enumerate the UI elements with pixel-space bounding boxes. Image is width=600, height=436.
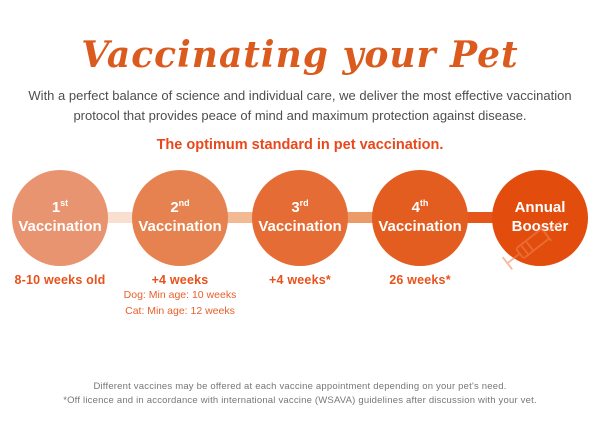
stage-ordinal: 3rd xyxy=(291,198,309,217)
intro-text: With a perfect balance of science and in… xyxy=(28,87,572,123)
timeline-labels: 8-10 weeks old +4 weeks Dog: Min age: 10… xyxy=(0,273,600,318)
stage-sub-label: Dog: Min age: 10 weeks xyxy=(123,288,237,301)
footnote-line-1: Different vaccines may be offered at eac… xyxy=(93,380,507,392)
footnotes: Different vaccines may be offered at eac… xyxy=(0,380,600,409)
stage-label-cell: +4 weeks Dog: Min age: 10 weeks Cat: Min… xyxy=(120,273,240,318)
timeline-connector-2 xyxy=(222,212,258,224)
timeline-connector-4 xyxy=(462,212,498,224)
stage-label-cell: 8-10 weeks old xyxy=(0,273,120,318)
stage-ordinal: 1st xyxy=(51,198,69,217)
syringe-icon xyxy=(502,220,562,270)
stage-circle-1st-vaccination: 1st Vaccination xyxy=(12,169,108,266)
stage-title: Vaccination xyxy=(138,217,222,235)
vaccination-timeline: 1st Vaccination 2nd Vaccination 3rd Vacc… xyxy=(0,169,600,270)
stage-age-label: +4 weeks xyxy=(151,272,209,287)
stage-circle-annual-booster: Annual Booster xyxy=(492,169,588,270)
stage-ordinal: 4th xyxy=(411,198,429,217)
vaccination-infographic: Vaccinating your Pet With a perfect bala… xyxy=(0,34,600,436)
stage-age-label: 8-10 weeks old xyxy=(14,272,106,287)
tagline-text: The optimum standard in pet vaccination. xyxy=(156,136,444,153)
footnote-line-2: *Off licence and in accordance with inte… xyxy=(63,394,537,406)
stage-circle-2nd-vaccination: 2nd Vaccination xyxy=(132,169,228,266)
stage-title-line1: Annual xyxy=(514,199,566,217)
timeline-connector-3 xyxy=(342,212,378,224)
stage-title: Vaccination xyxy=(18,217,102,235)
stage-age-label: 26 weeks* xyxy=(389,272,451,287)
timeline-connector-1 xyxy=(102,212,138,224)
stage-age-label: +4 weeks* xyxy=(269,272,331,287)
stage-title: Vaccination xyxy=(258,217,342,235)
stage-label-cell xyxy=(480,273,600,318)
stage-label-cell: 26 weeks* xyxy=(360,273,480,318)
stage-sub-label: Cat: Min age: 12 weeks xyxy=(125,304,235,317)
stage-title: Vaccination xyxy=(378,217,462,235)
stage-circle-4th-vaccination: 4th Vaccination xyxy=(372,169,468,266)
page-title: Vaccinating your Pet xyxy=(81,34,519,76)
stage-ordinal: 2nd xyxy=(170,198,190,217)
stage-circle-3rd-vaccination: 3rd Vaccination xyxy=(252,169,348,266)
stage-label-cell: +4 weeks* xyxy=(240,273,360,318)
